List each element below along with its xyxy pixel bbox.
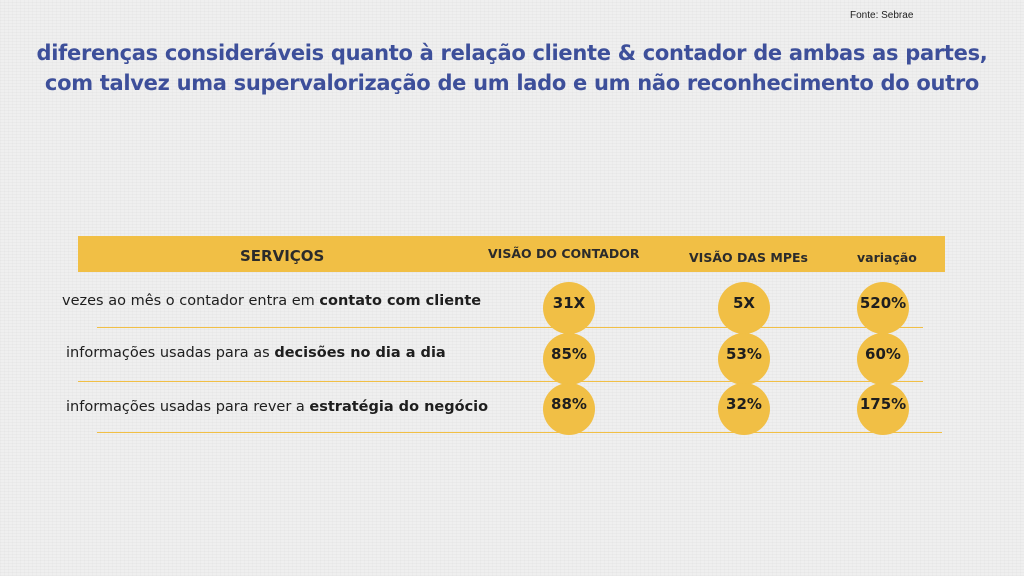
table-header-bar	[78, 236, 945, 272]
header-services: SERVIÇOS	[240, 247, 325, 265]
row-label-decisions: informações usadas para as decisões no d…	[66, 345, 446, 361]
value-circle-contador: 88%	[543, 383, 595, 435]
header-contador: VISÃO DO CONTADOR	[488, 246, 640, 261]
value-circle-variation: 520%	[857, 282, 909, 334]
row-label-contact: vezes ao mês o contador entra em contato…	[62, 293, 481, 309]
value-circle-variation: 60%	[857, 333, 909, 385]
header-variation: variação	[857, 250, 917, 265]
value-circle-mpes: 53%	[718, 333, 770, 385]
title-line-1: diferenças consideráveis quanto à relaçã…	[36, 41, 988, 65]
row-label-plain: vezes ao mês o contador entra em	[62, 293, 320, 309]
row-divider	[78, 381, 923, 382]
value-circle-mpes: 5X	[718, 282, 770, 334]
row-label-bold: decisões no dia a dia	[274, 345, 446, 361]
value-circle-variation: 175%	[857, 383, 909, 435]
value-circle-mpes: 32%	[718, 383, 770, 435]
row-label-plain: informações usadas para rever a	[66, 399, 310, 415]
value-circle-contador: 85%	[543, 333, 595, 385]
value-circle-contador: 31X	[543, 282, 595, 334]
row-divider	[97, 327, 923, 328]
row-label-bold: contato com cliente	[319, 293, 482, 309]
row-label-plain: informações usadas para as	[66, 345, 275, 361]
row-label-strategy: informações usadas para rever a estratég…	[66, 399, 488, 415]
slide-title: diferenças consideráveis quanto à relaçã…	[0, 38, 1024, 98]
source-label: Fonte: Sebrae	[850, 10, 914, 21]
header-mpes: VISÃO DAS MPEs	[689, 250, 808, 265]
row-divider	[97, 432, 942, 433]
row-label-bold: estratégia do negócio	[309, 399, 489, 415]
title-line-2: com talvez uma supervalorização de um la…	[44, 71, 980, 95]
